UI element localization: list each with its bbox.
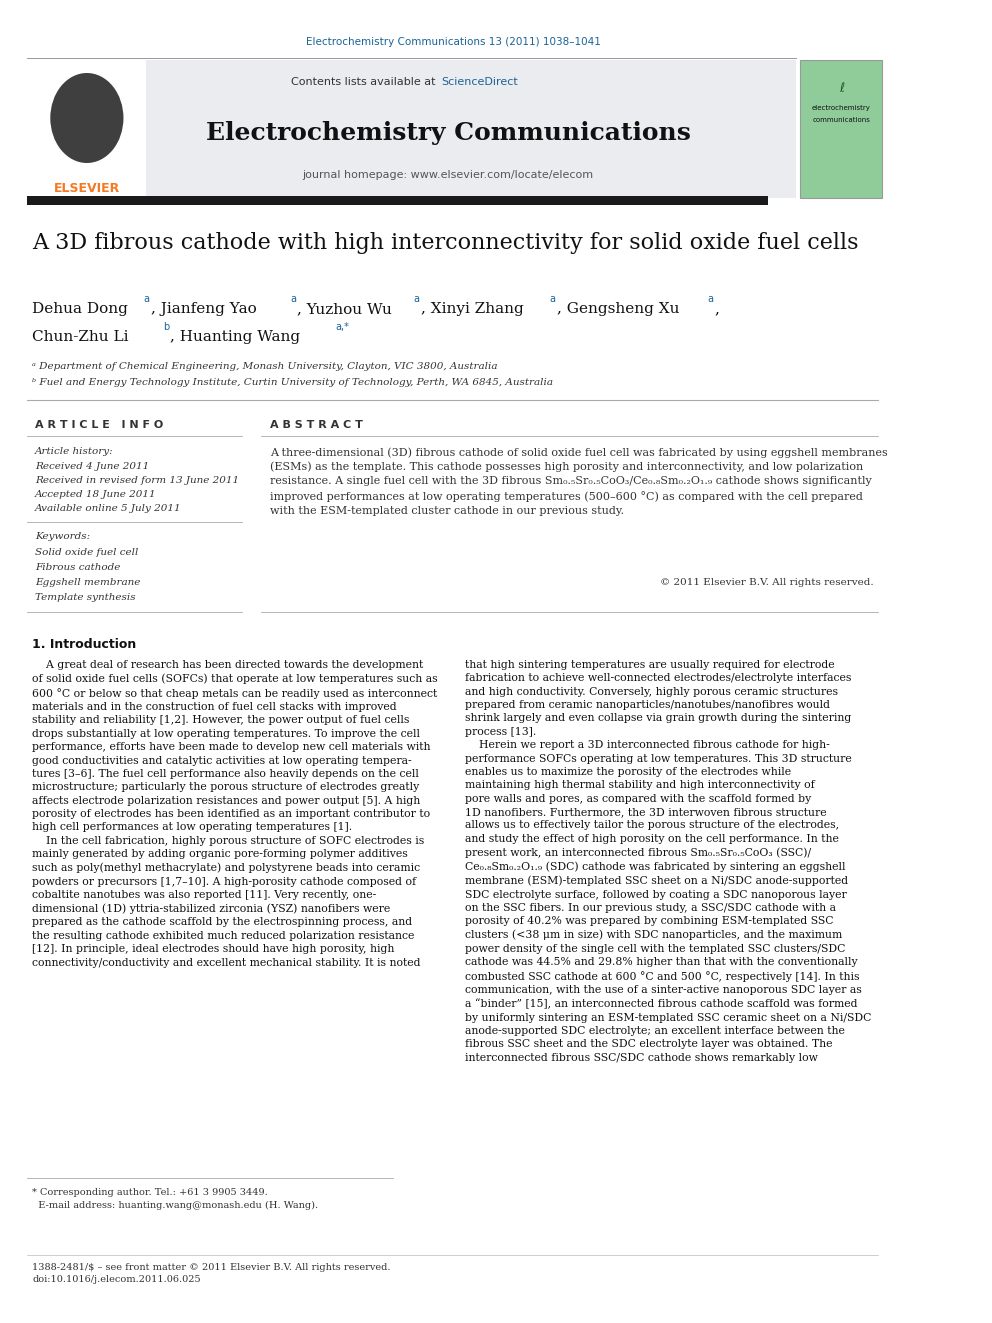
Text: A three-dimensional (3D) fibrous cathode of solid oxide fuel cell was fabricated: A three-dimensional (3D) fibrous cathode… <box>270 447 888 516</box>
Text: ᵃ Department of Chemical Engineering, Monash University, Clayton, VIC 3800, Aust: ᵃ Department of Chemical Engineering, Mo… <box>32 363 498 370</box>
Text: ELSEVIER: ELSEVIER <box>54 181 120 194</box>
Text: ℓ: ℓ <box>839 82 844 94</box>
Text: , Gengsheng Xu: , Gengsheng Xu <box>557 302 684 316</box>
Text: a: a <box>144 294 150 304</box>
Text: A B S T R A C T: A B S T R A C T <box>270 419 363 430</box>
Text: communications: communications <box>812 116 870 123</box>
Text: ,: , <box>714 302 719 316</box>
Text: Template synthesis: Template synthesis <box>35 593 135 602</box>
Text: a: a <box>707 294 713 304</box>
Text: A great deal of research has been directed towards the development
of solid oxid: A great deal of research has been direct… <box>32 660 437 967</box>
Text: a: a <box>550 294 556 304</box>
Text: Keywords:: Keywords: <box>35 532 90 541</box>
Text: A 3D fibrous cathode with high interconnectivity for solid oxide fuel cells: A 3D fibrous cathode with high interconn… <box>32 232 858 254</box>
Text: Article history:: Article history: <box>35 447 113 456</box>
Text: that high sintering temperatures are usually required for electrode
fabrication : that high sintering temperatures are usu… <box>464 660 871 1062</box>
Text: Received 4 June 2011: Received 4 June 2011 <box>35 462 149 471</box>
Text: ᵇ Fuel and Energy Technology Institute, Curtin University of Technology, Perth, : ᵇ Fuel and Energy Technology Institute, … <box>32 378 553 388</box>
Text: Dehua Dong: Dehua Dong <box>32 302 133 316</box>
Text: , Yuzhou Wu: , Yuzhou Wu <box>298 302 397 316</box>
Text: Received in revised form 13 June 2011: Received in revised form 13 June 2011 <box>35 476 239 486</box>
Text: * Corresponding author. Tel.: +61 3 9905 3449.
  E-mail address: huanting.wang@m: * Corresponding author. Tel.: +61 3 9905… <box>32 1188 318 1209</box>
FancyBboxPatch shape <box>801 60 883 198</box>
Text: Accepted 18 June 2011: Accepted 18 June 2011 <box>35 490 157 499</box>
Text: Contents lists available at: Contents lists available at <box>291 77 438 87</box>
Ellipse shape <box>51 73 123 163</box>
FancyBboxPatch shape <box>28 196 768 205</box>
Text: a: a <box>414 294 420 304</box>
Text: 1. Introduction: 1. Introduction <box>32 638 136 651</box>
Text: Chun-Zhu Li: Chun-Zhu Li <box>32 329 133 344</box>
Text: a: a <box>290 294 296 304</box>
Text: Electrochemistry Communications 13 (2011) 1038–1041: Electrochemistry Communications 13 (2011… <box>307 37 601 48</box>
Text: journal homepage: www.elsevier.com/locate/elecom: journal homepage: www.elsevier.com/locat… <box>303 169 593 180</box>
FancyBboxPatch shape <box>28 60 796 198</box>
Text: ScienceDirect: ScienceDirect <box>441 77 519 87</box>
Text: electrochemistry: electrochemistry <box>811 105 871 111</box>
Text: Fibrous cathode: Fibrous cathode <box>35 564 120 572</box>
Text: Solid oxide fuel cell: Solid oxide fuel cell <box>35 548 138 557</box>
Text: a,*: a,* <box>335 321 349 332</box>
FancyBboxPatch shape <box>28 60 146 198</box>
Text: Available online 5 July 2011: Available online 5 July 2011 <box>35 504 182 513</box>
Text: 1388-2481/$ – see front matter © 2011 Elsevier B.V. All rights reserved.
doi:10.: 1388-2481/$ – see front matter © 2011 El… <box>32 1263 391 1285</box>
Text: , Jianfeng Yao: , Jianfeng Yao <box>151 302 262 316</box>
Text: , Xinyi Zhang: , Xinyi Zhang <box>421 302 529 316</box>
Text: , Huanting Wang: , Huanting Wang <box>170 329 306 344</box>
Text: Eggshell membrane: Eggshell membrane <box>35 578 140 587</box>
Text: © 2011 Elsevier B.V. All rights reserved.: © 2011 Elsevier B.V. All rights reserved… <box>660 578 873 587</box>
Text: A R T I C L E   I N F O: A R T I C L E I N F O <box>35 419 163 430</box>
Text: Electrochemistry Communications: Electrochemistry Communications <box>205 120 690 146</box>
Text: b: b <box>163 321 169 332</box>
